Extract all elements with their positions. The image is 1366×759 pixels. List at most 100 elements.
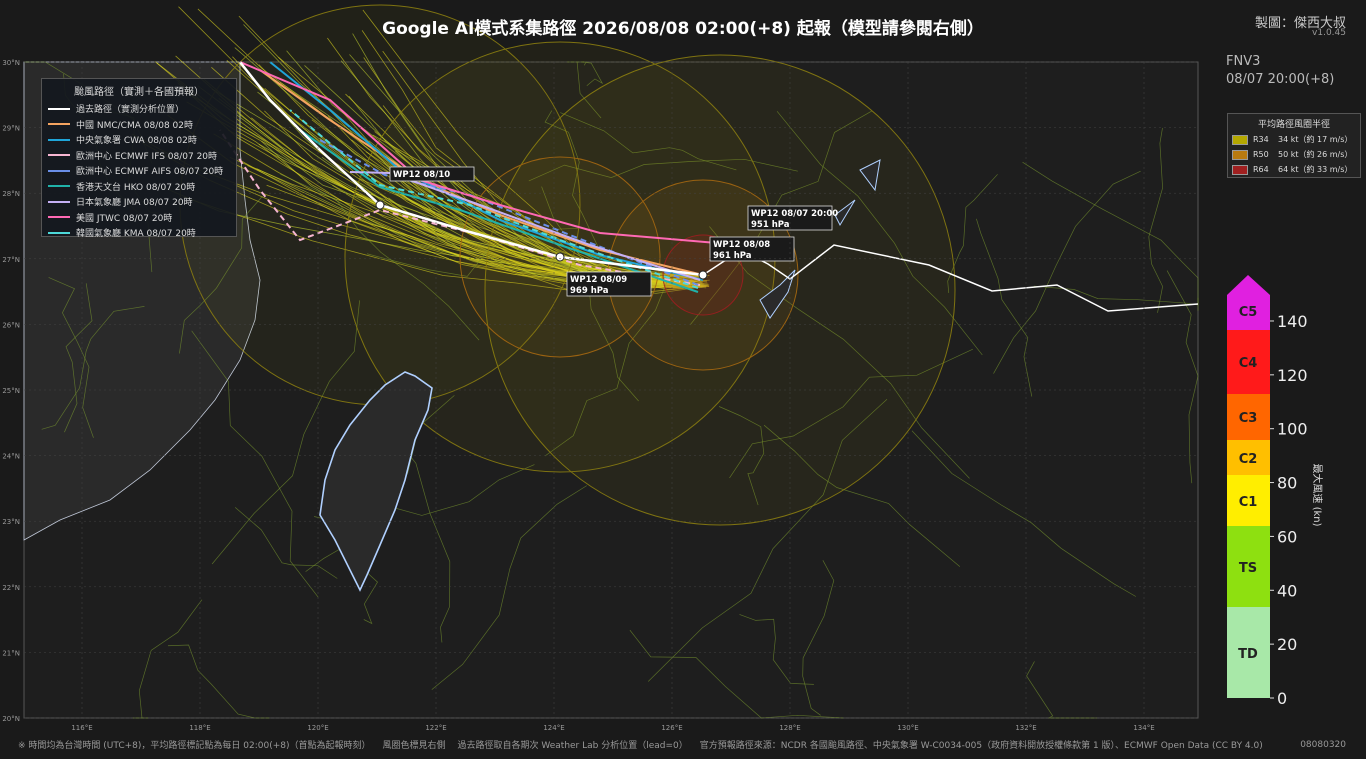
- lon-label: 130°E: [897, 724, 918, 732]
- lat-label: 30°N: [2, 59, 20, 67]
- annotation-text: WP12 08/08: [713, 240, 770, 250]
- ensemble-track: [947, 174, 998, 293]
- legend-swatch: [1232, 134, 1248, 145]
- lon-label: 134°E: [1133, 724, 1154, 732]
- ensemble-track: [1148, 127, 1163, 313]
- legend-label: 過去路徑（實測分析位置）: [76, 105, 185, 116]
- category-label: C3: [1239, 411, 1258, 426]
- legend-item: 香港天文台 HKO 08/07 20時: [42, 179, 236, 195]
- annotation-text: 969 hPa: [570, 286, 609, 296]
- legend-swatch: [48, 154, 70, 157]
- ensemble-track: [132, 599, 203, 719]
- legend-swatch: [48, 123, 70, 126]
- ensemble-track: [729, 348, 973, 479]
- legend-label: 香港天文台 HKO 08/07 20時: [76, 182, 196, 193]
- ensemble-track: [1166, 270, 1199, 484]
- annotation-box: [566, 271, 652, 297]
- ensemble-track: [993, 170, 1141, 374]
- legend-name: R64: [1253, 165, 1269, 174]
- legend-item: 歐洲中心 ECMWF AIFS 08/07 20時: [42, 163, 236, 179]
- credit: 製圖：傑西大叔: [1254, 16, 1346, 31]
- annotation-text: WP12 08/07 20:00: [751, 209, 838, 219]
- legend-item: 韓國氣象廳 KMA 08/07 20時: [42, 225, 236, 241]
- footer-code: 08080320: [1300, 740, 1346, 750]
- colorbar-tick-label: 100: [1277, 420, 1308, 439]
- ensemble-track: [179, 195, 263, 354]
- ensemble-track: [629, 629, 844, 719]
- legend-item: 美國 JTWC 08/07 20時: [42, 210, 236, 226]
- footer: ※ 時間均為台灣時間 (UTC+8)，平均路徑標記點為每日 02:00(+8)（…: [18, 738, 1263, 751]
- lat-label: 23°N: [2, 518, 20, 526]
- ensemble-track: [393, 435, 451, 643]
- legend-name: R34: [1253, 135, 1269, 144]
- lon-label: 124°E: [543, 724, 564, 732]
- colorbar-tick-label: 140: [1277, 312, 1308, 331]
- legend-label: 韓國氣象廳 KMA 08/07 20時: [76, 229, 196, 240]
- legend-swatch: [48, 138, 70, 141]
- version: v1.0.45: [1312, 28, 1346, 38]
- annotation-text: 961 hPa: [713, 251, 752, 261]
- annotation-box: [709, 236, 795, 262]
- ensemble-track: [560, 112, 737, 171]
- category-label: C5: [1239, 305, 1258, 320]
- ensemble-track: [763, 424, 961, 567]
- ensemble-track: [911, 430, 1136, 597]
- legend-swatch: [48, 107, 70, 110]
- lat-label: 26°N: [2, 321, 20, 329]
- legend-item: R34 34 kt（約 17 m/s）: [1228, 132, 1360, 147]
- ensemble-track: [41, 306, 145, 430]
- lon-label: 118°E: [189, 724, 210, 732]
- legend-swatch: [1232, 164, 1248, 175]
- colorbar: 0 20 40 60 80 100 120 140 TD TS C1 C2 C3 C4 C5 最大風速 (kn…: [1227, 275, 1324, 708]
- lon-label: 126°E: [661, 724, 682, 732]
- model-time: 08/07 20:00(+8): [1226, 72, 1335, 87]
- taiwan: [319, 371, 433, 592]
- colorbar-tick-label: 60: [1277, 527, 1297, 546]
- category-label: C1: [1239, 495, 1258, 510]
- ensemble-track: [802, 560, 835, 716]
- legend-item: 歐洲中心 ECMWF IFS 08/07 20時: [42, 148, 236, 164]
- legend-desc: 34 kt（約 17 m/s）: [1278, 135, 1353, 144]
- annotation-text: 951 hPa: [751, 220, 790, 230]
- category-label: TS: [1239, 561, 1257, 576]
- legend-title: 平均路徑風圈半徑: [1257, 120, 1330, 130]
- ensemble-track: [709, 226, 970, 479]
- ensemble-track: [647, 399, 888, 682]
- legend-label: 美國 JTWC 08/07 20時: [76, 213, 173, 224]
- ensemble-track: [280, 173, 480, 341]
- ensemble-track: [1022, 161, 1199, 311]
- ensemble-track: [191, 330, 319, 598]
- legend-swatch: [48, 169, 70, 172]
- track-legend: 颱風路徑（實測＋各國預報） 過去路徑（實測分析位置） 中國 NMC/CMA 08/0…: [41, 78, 237, 239]
- ensemble-track: [64, 283, 93, 433]
- legend-swatch: [48, 231, 70, 234]
- legend-item: 中國 NMC/CMA 08/08 02時: [42, 117, 236, 133]
- lon-label: 128°E: [779, 724, 800, 732]
- model-name: FNV3: [1226, 54, 1261, 69]
- ensemble-track: [528, 158, 798, 182]
- legend-swatch: [48, 200, 70, 203]
- footer-note: ※ 時間均為台灣時間 (UTC+8)，平均路徑標記點為每日 02:00(+8)（…: [18, 741, 371, 751]
- legend-desc: 50 kt（約 26 m/s）: [1278, 150, 1353, 159]
- colorbar-tick-label: 120: [1277, 366, 1308, 385]
- legend-item: 日本氣象廳 JMA 08/07 20時: [42, 194, 236, 210]
- title: Google AI模式系集路徑 2026/08/08 02:00(+8) 起報（…: [382, 19, 984, 39]
- lon-label: 132°E: [1015, 724, 1036, 732]
- annotation-text: WP12 08/10: [393, 170, 450, 180]
- legend-label: 歐洲中心 ECMWF IFS 08/07 20時: [76, 151, 218, 162]
- category-label: C4: [1239, 356, 1258, 371]
- lat-label: 25°N: [2, 387, 20, 395]
- legend-label: 中央氣象署 CWA 08/08 02時: [76, 136, 197, 147]
- lat-label: 29°N: [2, 125, 20, 133]
- lat-label: 28°N: [2, 190, 20, 198]
- legend-item: 過去路徑（實測分析位置）: [42, 101, 236, 117]
- ensemble-track: [544, 265, 674, 457]
- lat-label: 24°N: [2, 453, 20, 461]
- lat-label: 22°N: [2, 584, 20, 592]
- legend-swatch: [48, 216, 70, 219]
- lon-label: 122°E: [425, 724, 446, 732]
- ensemble-track: [234, 507, 338, 579]
- ensemble-track: [776, 111, 983, 356]
- ensemble-track: [431, 485, 587, 690]
